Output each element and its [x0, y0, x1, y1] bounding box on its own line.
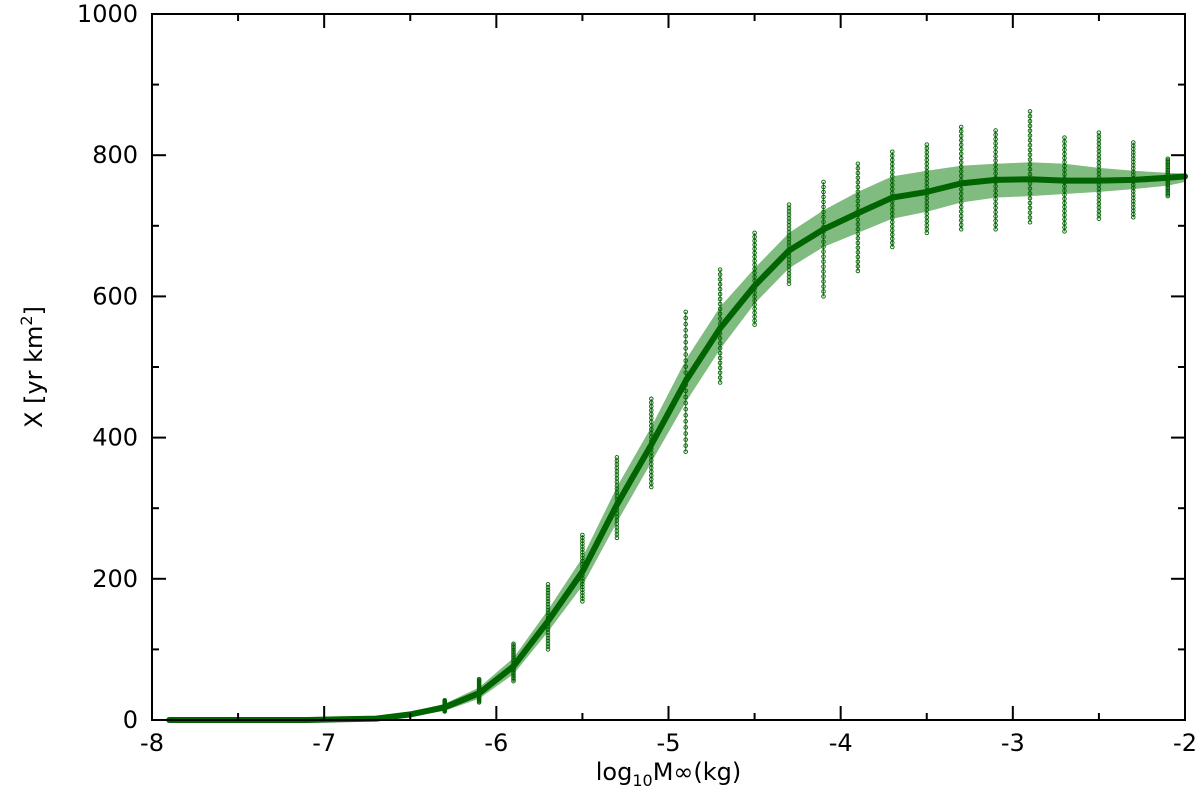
x-axis-label-rest: M∞(kg) — [653, 758, 742, 786]
y-axis-label-main: X [yr km — [20, 326, 48, 428]
x-axis-label: log10M∞(kg) — [596, 758, 742, 790]
x-tick-label: -3 — [1001, 729, 1025, 757]
y-tick-label: 800 — [92, 141, 138, 169]
y-axis-label-rest: ] — [20, 306, 48, 315]
y-axis-label-sup: 2 — [17, 315, 36, 325]
mean-line — [166, 173, 1188, 723]
y-tick-label: 600 — [92, 282, 138, 310]
mean-line-path — [166, 173, 1188, 723]
y-tick-label: 400 — [92, 424, 138, 452]
y-tick-label: 0 — [123, 706, 138, 734]
confidence-band — [169, 162, 1185, 721]
x-tick-label: -6 — [484, 729, 508, 757]
x-axis-label-main: log — [596, 758, 633, 786]
axis-ticks: -8 -7 -6 -5 -4 -3 -2 0 200 400 600 800 1000 — [77, 0, 1197, 757]
x-axis-label-sub: 10 — [632, 771, 652, 790]
y-tick-label: 200 — [92, 565, 138, 593]
x-tick-label: -5 — [657, 729, 681, 757]
band-area — [169, 162, 1185, 721]
x-tick-label: -4 — [829, 729, 853, 757]
y-axis-label: X [yr km2] — [17, 306, 48, 428]
x-tick-label: -2 — [1173, 729, 1197, 757]
x-tick-label: -7 — [312, 729, 336, 757]
y-tick-label: 1000 — [77, 0, 138, 28]
x-tick-label: -8 — [140, 729, 164, 757]
